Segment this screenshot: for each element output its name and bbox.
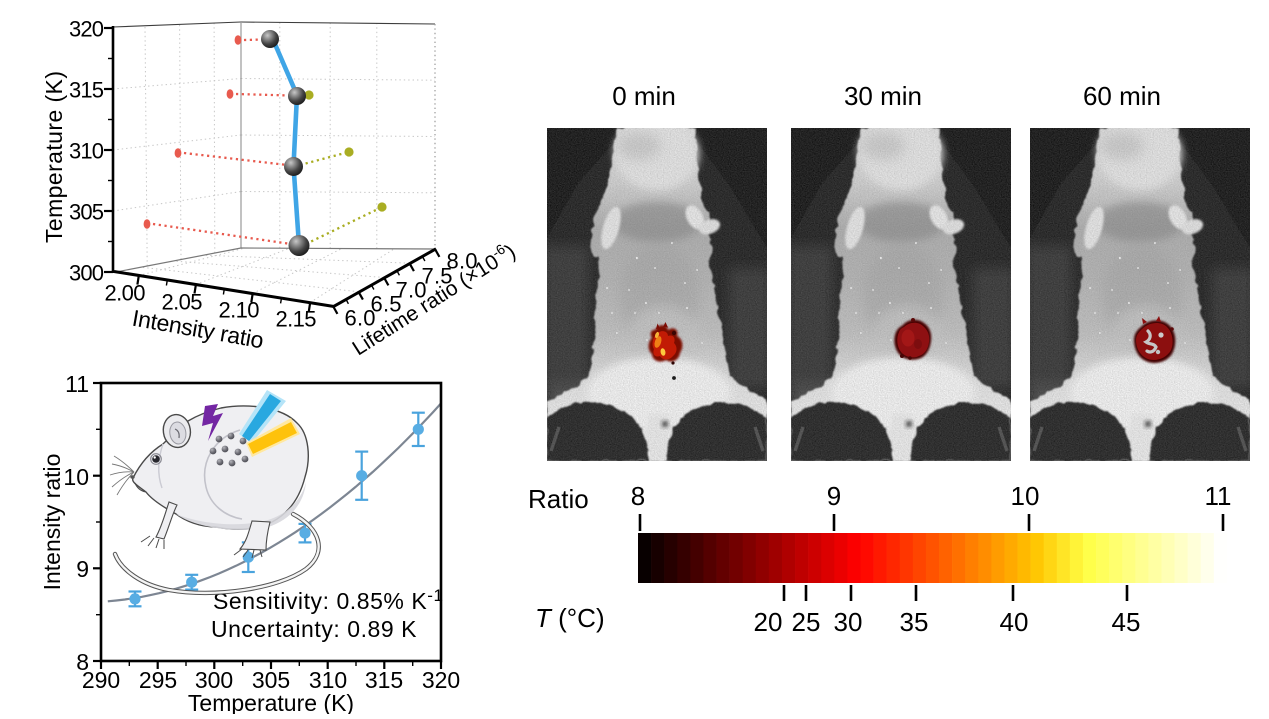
svg-text:11: 11 (65, 371, 89, 397)
svg-text:25: 25 (792, 607, 821, 637)
svg-text:9: 9 (827, 481, 841, 511)
svg-text:45: 45 (1112, 607, 1141, 637)
svg-text:305: 305 (69, 200, 104, 225)
svg-text:310: 310 (69, 139, 104, 164)
svg-text:320: 320 (422, 667, 460, 693)
svg-text:Ratio: Ratio (528, 484, 589, 514)
svg-text:T (°C): T (°C) (535, 603, 605, 633)
svg-text:300: 300 (69, 261, 104, 286)
svg-text:9: 9 (76, 556, 89, 582)
svg-text:8: 8 (631, 481, 645, 511)
svg-text:Uncertainty: 0.89 K: Uncertainty: 0.89 K (211, 616, 417, 642)
svg-text:315: 315 (69, 78, 104, 103)
svg-text:2.00: 2.00 (105, 281, 146, 306)
svg-text:35: 35 (900, 607, 929, 637)
svg-text:Temperature (K): Temperature (K) (188, 690, 354, 714)
svg-text:10: 10 (1011, 481, 1040, 511)
svg-text:11: 11 (1205, 481, 1232, 511)
svg-text:Temperature (K): Temperature (K) (41, 71, 67, 243)
svg-text:2.15: 2.15 (276, 307, 317, 332)
svg-text:30 min: 30 min (844, 81, 922, 111)
svg-text:8: 8 (76, 649, 89, 675)
svg-text:30: 30 (834, 607, 863, 637)
svg-text:0 min: 0 min (612, 81, 676, 111)
svg-text:295: 295 (139, 667, 177, 693)
svg-text:Intensity ratio: Intensity ratio (39, 454, 65, 591)
svg-text:20: 20 (754, 607, 783, 637)
svg-text:315: 315 (365, 667, 403, 693)
svg-text:320: 320 (69, 17, 104, 42)
svg-text:10: 10 (63, 464, 89, 490)
svg-text:60 min: 60 min (1083, 81, 1161, 111)
svg-text:40: 40 (1000, 607, 1029, 637)
svg-text:2.10: 2.10 (219, 298, 260, 323)
